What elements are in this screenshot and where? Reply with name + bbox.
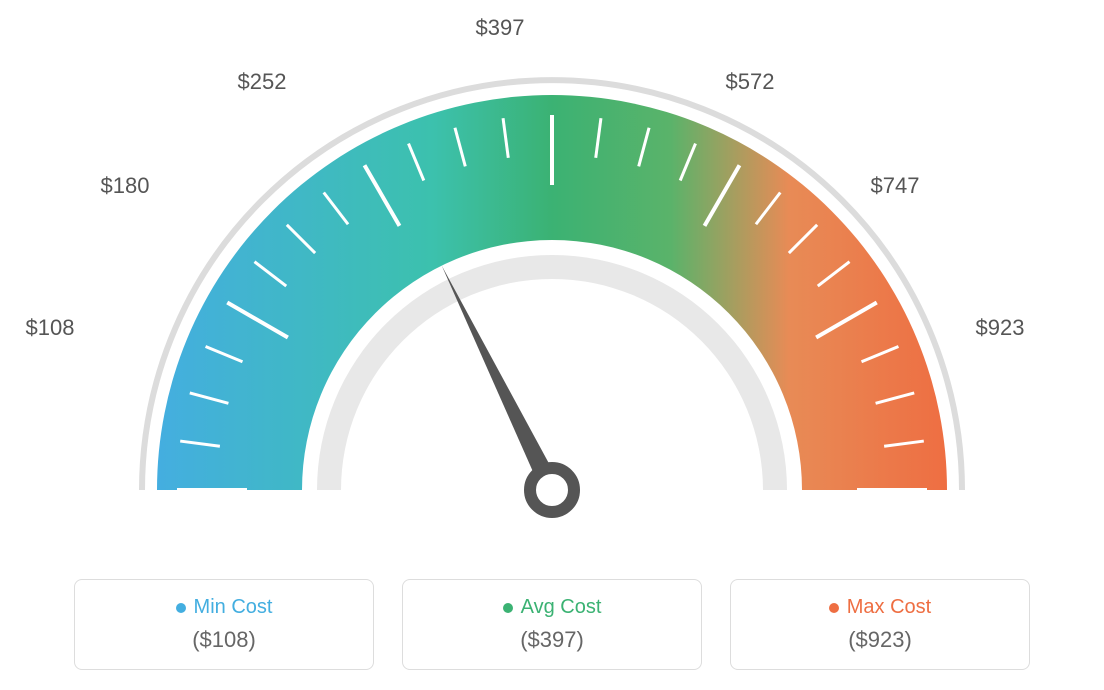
legend-max-label: Max Cost [751, 596, 1009, 619]
tick-label: $923 [976, 315, 1025, 341]
legend-avg-box: Avg Cost ($397) [402, 579, 702, 670]
gauge-svg [92, 30, 1012, 550]
tick-label: $108 [26, 315, 75, 341]
tick-label: $180 [101, 173, 150, 199]
legend-max-value: ($923) [751, 627, 1009, 653]
tick-label: $572 [726, 69, 775, 95]
tick-label: $252 [238, 69, 287, 95]
tick-label: $397 [476, 15, 525, 41]
legend-row: Min Cost ($108) Avg Cost ($397) Max Cost… [0, 579, 1104, 670]
legend-min-value: ($108) [95, 627, 353, 653]
legend-max-box: Max Cost ($923) [730, 579, 1030, 670]
legend-avg-label: Avg Cost [423, 596, 681, 619]
tick-label: $747 [871, 173, 920, 199]
legend-min-label: Min Cost [95, 596, 353, 619]
legend-min-box: Min Cost ($108) [74, 579, 374, 670]
gauge-chart: $108 $180 $252 $397 $572 $747 $923 [0, 0, 1104, 560]
legend-avg-value: ($397) [423, 627, 681, 653]
